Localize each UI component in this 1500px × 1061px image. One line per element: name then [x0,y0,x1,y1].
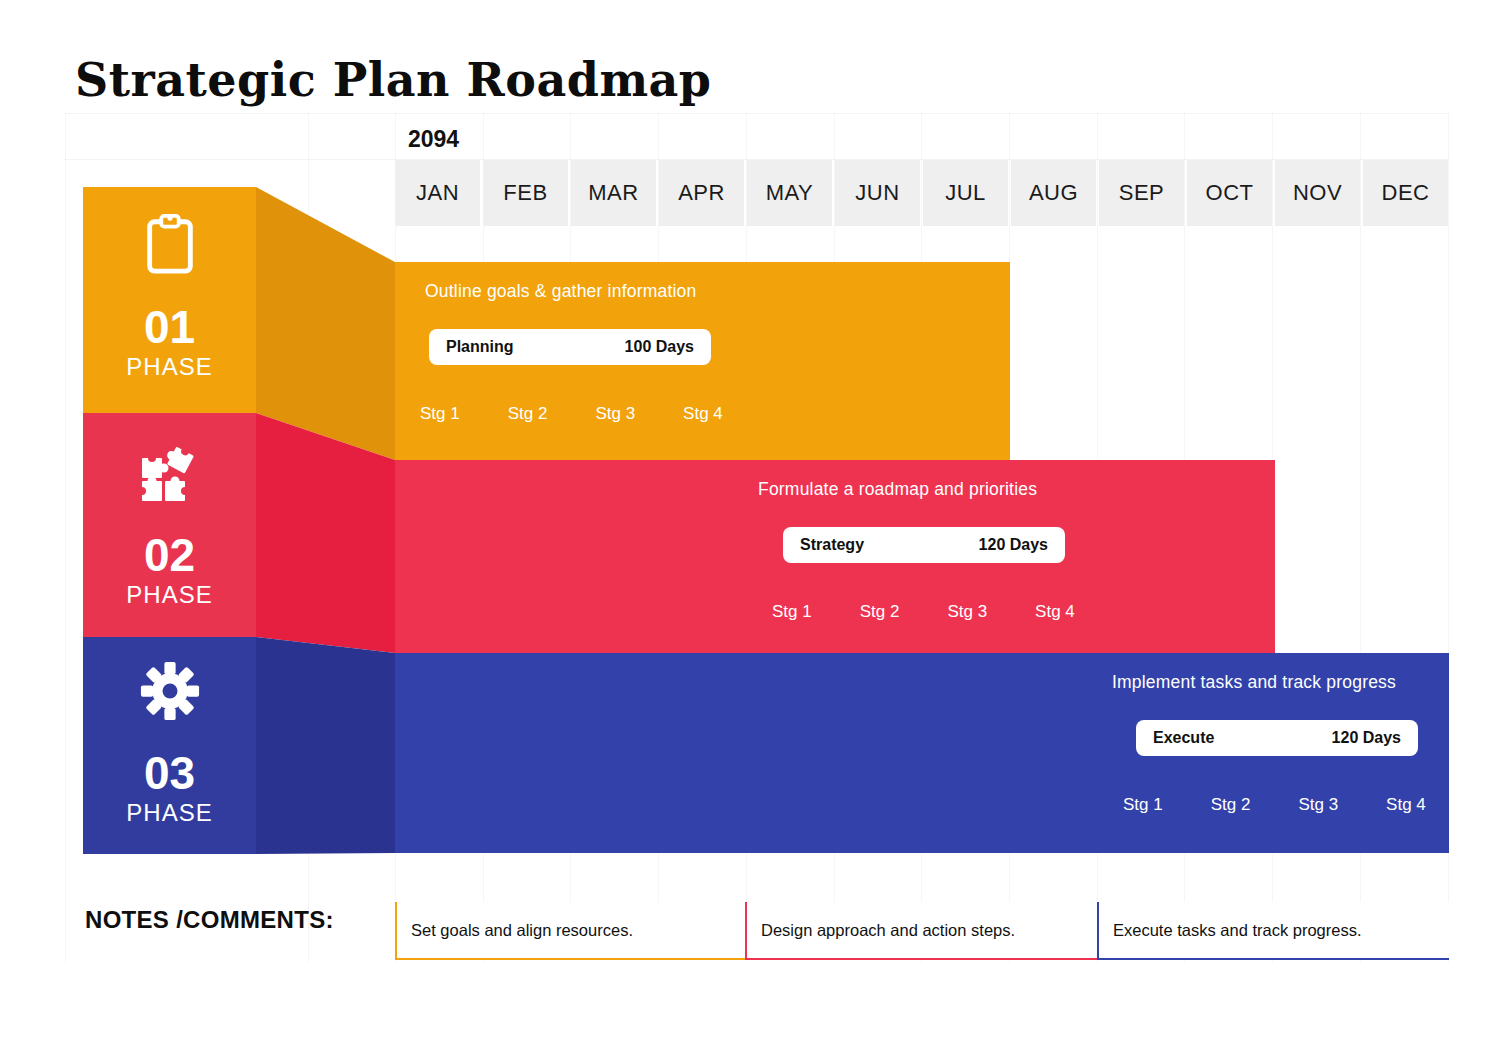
gear-icon [140,661,200,721]
phase2-tag: Strategy [800,536,864,554]
phase-label: PHASE [126,354,212,380]
phase1-duration: 100 Days [625,338,694,356]
month-cell: APR [659,160,744,226]
phase3-stages: Stg 1 Stg 2 Stg 3 Stg 4 [1123,795,1426,815]
phase1-bar: Outline goals & gather information Plann… [395,262,1010,460]
phase1-task: Outline goals & gather information [425,281,696,302]
page-title: Strategic Plan Roadmap [75,50,712,110]
phase3-bar: Implement tasks and track progress Execu… [395,653,1449,853]
month-cell: JAN [395,160,480,226]
phase3-tag: Execute [1153,729,1214,747]
phase-number: 01 [144,303,195,351]
month-cell: SEP [1099,160,1184,226]
stage-label: Stg 1 [420,404,460,424]
roadmap-canvas: Strategic Plan Roadmap 2094 JAN FEB MAR … [0,0,1500,1061]
timeline-year: 2094 [408,126,459,153]
phase2-task: Formulate a roadmap and priorities [758,479,1037,500]
phase2-block: 02 PHASE [83,413,256,637]
month-cell: JUN [835,160,920,226]
phase3-duration-pill: Execute 120 Days [1136,720,1418,756]
phase1-note: Set goals and align resources. [395,902,745,960]
notes-label: NOTES /COMMENTS: [85,906,334,934]
phase3-block: 03 PHASE [83,637,256,854]
phase1-fold [256,187,395,460]
month-cell: NOV [1275,160,1360,226]
phase2-stages: Stg 1 Stg 2 Stg 3 Stg 4 [772,602,1075,622]
phase2-note: Design approach and action steps. [745,902,1097,960]
month-cell: MAR [571,160,656,226]
phase3-duration: 120 Days [1332,729,1401,747]
month-cell: DEC [1363,160,1448,226]
phase1-tag: Planning [446,338,514,356]
phase-label: PHASE [126,582,212,608]
month-cell: MAY [747,160,832,226]
phase-number: 03 [144,749,195,797]
phase-label: PHASE [126,800,212,826]
stage-label: Stg 1 [772,602,812,622]
puzzle-icon [138,447,202,505]
phase2-duration-pill: Strategy 120 Days [783,527,1065,563]
stage-label: Stg 3 [595,404,635,424]
phase3-task: Implement tasks and track progress [1112,672,1396,693]
stage-label: Stg 1 [1123,795,1163,815]
month-cell: FEB [483,160,568,226]
phase3-fold [256,637,395,854]
clipboard-icon [145,213,195,275]
month-cell: OCT [1187,160,1272,226]
stage-label: Stg 3 [947,602,987,622]
phase2-bar: Formulate a roadmap and priorities Strat… [395,460,1275,653]
stage-label: Stg 3 [1298,795,1338,815]
phase1-duration-pill: Planning 100 Days [429,329,711,365]
stage-label: Stg 4 [683,404,723,424]
stage-label: Stg 2 [1211,795,1251,815]
month-cell: JUL [923,160,1008,226]
stage-label: Stg 2 [508,404,548,424]
stage-label: Stg 4 [1035,602,1075,622]
phase2-duration: 120 Days [979,536,1048,554]
phase1-stages: Stg 1 Stg 2 Stg 3 Stg 4 [420,404,723,424]
stage-label: Stg 4 [1386,795,1426,815]
phase1-block: 01 PHASE [83,187,256,413]
phase3-note: Execute tasks and track progress. [1097,902,1449,960]
stage-label: Stg 2 [860,602,900,622]
phase-number: 02 [144,531,195,579]
grid-line [65,113,66,962]
month-cell: AUG [1011,160,1096,226]
month-header-row: JAN FEB MAR APR MAY JUN JUL AUG SEP OCT … [395,160,1448,226]
grid-line [65,113,1449,114]
